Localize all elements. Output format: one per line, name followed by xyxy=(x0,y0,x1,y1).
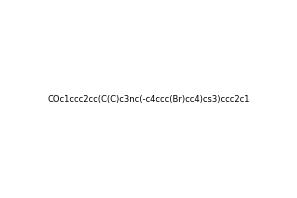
Text: COc1ccc2cc(C(C)c3nc(-c4ccc(Br)cc4)cs3)ccc2c1: COc1ccc2cc(C(C)c3nc(-c4ccc(Br)cc4)cs3)cc… xyxy=(47,94,250,104)
